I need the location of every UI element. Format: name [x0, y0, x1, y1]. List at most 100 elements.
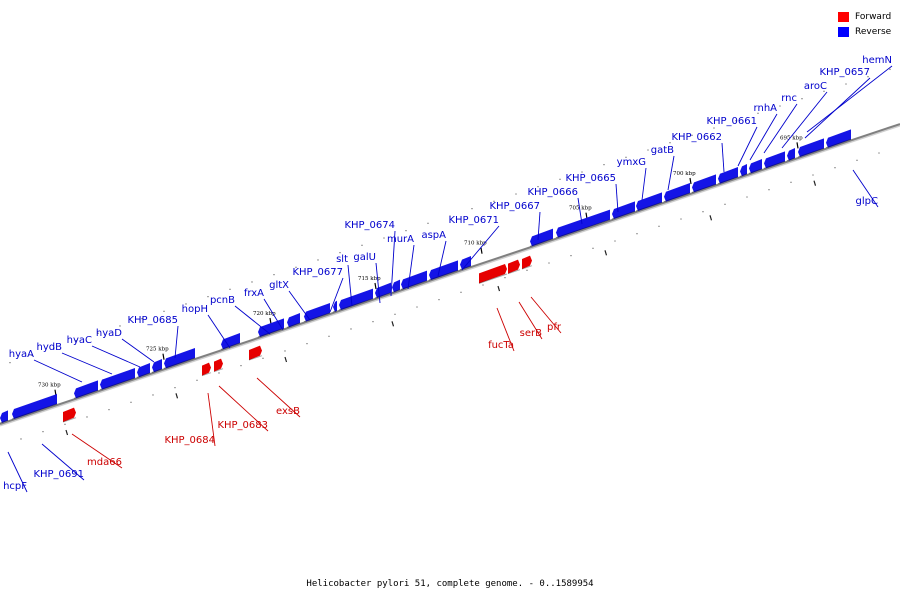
- axis-mark: [497, 285, 501, 292]
- shape: [74, 380, 98, 399]
- guide-dot: [889, 68, 891, 71]
- guide-dot: [504, 276, 506, 279]
- guide-dot: [449, 215, 451, 217]
- kbp-tick: [480, 247, 483, 254]
- shape: [479, 264, 507, 284]
- reverse-gene-arrow: [303, 303, 331, 323]
- leader-line: [748, 168, 763, 174]
- leader-line: [248, 355, 263, 361]
- guide-dot: [603, 163, 605, 166]
- guide-dot: [339, 251, 341, 254]
- label-text: rnc: [781, 93, 797, 104]
- guide-dot: [97, 332, 99, 335]
- reverse-gene-arrow: [691, 174, 717, 193]
- leader-line: [207, 392, 216, 447]
- kbp-tick-label: 695 kbp: [780, 135, 803, 141]
- guide-dot: [471, 207, 473, 210]
- gene-label: KHP_0684: [164, 392, 216, 447]
- shape: [429, 260, 458, 281]
- guide-dot: [779, 105, 781, 107]
- reverse-gene-arrow: [786, 148, 796, 162]
- gene-label: KHP_0661: [706, 116, 758, 167]
- guide-dot: [394, 313, 396, 316]
- kbp-tick-label: 720 kbp: [253, 311, 276, 317]
- reverse-gene-arrow: [825, 129, 852, 149]
- reverse-gene-arrow: [136, 363, 151, 378]
- kbp-tick-label: 700 kbp: [673, 171, 696, 177]
- shape: [152, 359, 162, 373]
- leader-line: [136, 372, 151, 378]
- axis-mark: [284, 356, 288, 363]
- shape: [692, 174, 716, 193]
- guide-dot: [570, 254, 572, 257]
- gene-label: KHP_0671: [448, 215, 500, 271]
- guide-dot: [867, 75, 869, 78]
- reverse-gene-arrow: [220, 333, 241, 350]
- genome-axis: 695 kbp 700 kbp 705 kbp 710 kbp 715 kbp 720 k…: [0, 68, 900, 440]
- leader-line: [529, 238, 554, 247]
- gene-label: KHP_0666: [527, 187, 583, 225]
- reverse-gene-arrow: [73, 380, 99, 399]
- guide-dot: [350, 328, 352, 330]
- gene-label: mda66: [71, 433, 123, 469]
- shape: [401, 270, 427, 290]
- shape: [287, 313, 300, 328]
- guide-dot: [812, 174, 814, 176]
- guide-dot: [878, 152, 880, 154]
- leader-line: [201, 372, 212, 377]
- gene-label: gltX: [269, 280, 311, 321]
- forward-gene-arrow: [478, 264, 508, 284]
- gene-label: pcnB: [210, 295, 271, 335]
- label-text: KHP_0685: [127, 315, 178, 326]
- label-text: aspA: [421, 230, 446, 241]
- guide-dot: [845, 83, 847, 85]
- shape: [100, 368, 135, 390]
- leader-line: [407, 244, 415, 290]
- leader-line: [347, 264, 353, 307]
- leader-line: [667, 155, 675, 191]
- shape: [522, 255, 532, 270]
- reverse-gene-arrow: [611, 201, 636, 220]
- guide-dot: [526, 269, 528, 272]
- guide-dot: [658, 225, 660, 228]
- guide-dot: [75, 339, 77, 342]
- leader-line: [62, 417, 77, 423]
- guide-dot: [427, 222, 429, 225]
- gene-label: hydB: [37, 342, 113, 375]
- guide-dot: [108, 408, 110, 411]
- reverse-swatch: [838, 26, 849, 37]
- gene-label: serB: [518, 301, 543, 340]
- label-text: aroC: [804, 81, 827, 92]
- gene-label: hemN: [806, 55, 893, 133]
- axis-mark: [709, 215, 713, 221]
- gene-label: aspA: [421, 230, 447, 277]
- label-text: hopH: [182, 304, 208, 315]
- gene-label: KHP_0665: [565, 173, 619, 213]
- guide-dot: [361, 244, 363, 247]
- label-text: KHP_0666: [527, 187, 578, 198]
- shape: [787, 148, 795, 161]
- leader-line: [825, 138, 852, 149]
- label-text: glpC: [856, 196, 878, 207]
- label-text: KHP_0671: [448, 215, 499, 226]
- label-text: gatB: [651, 145, 674, 156]
- legend-forward: Forward: [838, 9, 891, 24]
- guide-dot: [647, 149, 649, 151]
- shape: [221, 333, 240, 350]
- leader-line: [99, 377, 136, 391]
- label-text: hemN: [862, 55, 892, 66]
- leader-line: [213, 368, 224, 373]
- guide-dot: [438, 298, 440, 301]
- label-text: murA: [387, 234, 414, 245]
- shape: [12, 394, 57, 420]
- leader-line: [530, 296, 562, 334]
- forward-gene-arrow: [213, 358, 224, 373]
- label-text: KHP_0665: [565, 173, 616, 184]
- guide-dot: [702, 210, 704, 213]
- leader-line: [207, 314, 231, 349]
- reverse-gene-arrow: [428, 260, 459, 281]
- gene-label: KHP_0657: [804, 67, 871, 139]
- leader-line: [577, 197, 583, 225]
- gene-track: [0, 129, 852, 424]
- axis-mark: [65, 429, 69, 436]
